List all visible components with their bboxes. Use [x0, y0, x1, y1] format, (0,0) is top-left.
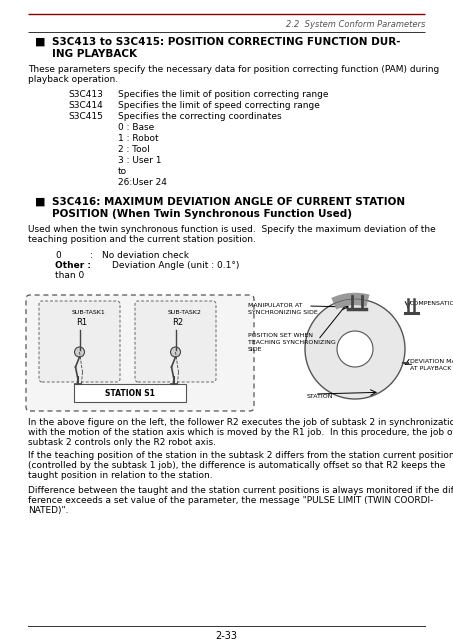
Circle shape	[170, 347, 180, 357]
Text: (controlled by the subtask 1 job), the difference is automatically offset so tha: (controlled by the subtask 1 job), the d…	[28, 461, 445, 470]
Text: These parameters specify the necessary data for position correcting function (PA: These parameters specify the necessary d…	[28, 65, 439, 74]
Text: R2: R2	[173, 318, 183, 327]
Text: Other :: Other :	[55, 261, 91, 270]
Text: In the above figure on the left, the follower R2 executes the job of subtask 2 i: In the above figure on the left, the fol…	[28, 418, 453, 427]
Text: Difference between the taught and the station current positions is always monito: Difference between the taught and the st…	[28, 486, 453, 495]
Text: 3 : User 1: 3 : User 1	[118, 156, 162, 165]
Text: SIDE: SIDE	[248, 347, 262, 352]
Text: POSITION (When Twin Synchronous Function Used): POSITION (When Twin Synchronous Function…	[52, 209, 352, 219]
Text: Used when the twin synchronous function is used.  Specify the maximum deviation : Used when the twin synchronous function …	[28, 225, 436, 234]
Text: Specifies the limit of position correcting range: Specifies the limit of position correcti…	[118, 90, 328, 99]
Text: 2-33: 2-33	[215, 631, 237, 640]
Text: 26:User 24: 26:User 24	[118, 178, 167, 187]
Text: R1: R1	[77, 318, 87, 327]
Text: COMPENSATION: COMPENSATION	[410, 301, 453, 306]
Text: than 0: than 0	[55, 271, 84, 280]
FancyBboxPatch shape	[26, 295, 254, 411]
Text: 0: 0	[55, 251, 61, 260]
Text: with the motion of the station axis which is moved by the R1 job.  In this proce: with the motion of the station axis whic…	[28, 428, 453, 437]
Text: DEVIATION MADE: DEVIATION MADE	[410, 359, 453, 364]
Text: SUB-TASK2: SUB-TASK2	[168, 310, 202, 315]
Text: 1 : Robot: 1 : Robot	[118, 134, 159, 143]
FancyBboxPatch shape	[74, 384, 186, 402]
Text: :: :	[90, 251, 93, 260]
Text: S3C413 to S3C415: POSITION CORRECTING FUNCTION DUR-: S3C413 to S3C415: POSITION CORRECTING FU…	[52, 37, 400, 47]
FancyBboxPatch shape	[39, 301, 120, 382]
Text: STATION: STATION	[307, 394, 333, 399]
Text: If the teaching position of the station in the subtask 2 differs from the statio: If the teaching position of the station …	[28, 451, 453, 460]
FancyBboxPatch shape	[135, 301, 216, 382]
Text: NATED)".: NATED)".	[28, 506, 68, 515]
Text: ference exceeds a set value of the parameter, the message "PULSE LIMIT (TWIN COO: ference exceeds a set value of the param…	[28, 496, 434, 505]
Text: S3C415: S3C415	[68, 112, 103, 121]
Text: TEACHING SYNCHRONIZING: TEACHING SYNCHRONIZING	[248, 340, 336, 345]
Text: playback operation.: playback operation.	[28, 75, 118, 84]
Text: MANIPULATOR AT: MANIPULATOR AT	[248, 303, 303, 308]
Circle shape	[337, 331, 373, 367]
Text: S3C413: S3C413	[68, 90, 103, 99]
Text: No deviation check: No deviation check	[102, 251, 189, 260]
Text: AT PLAYBACK: AT PLAYBACK	[410, 366, 451, 371]
Text: taught position in relation to the station.: taught position in relation to the stati…	[28, 471, 212, 480]
Text: ING PLAYBACK: ING PLAYBACK	[52, 49, 137, 59]
Text: subtask 2 controls only the R2 robot axis.: subtask 2 controls only the R2 robot axi…	[28, 438, 216, 447]
Text: S3C414: S3C414	[68, 101, 103, 110]
Text: SUB-TASK1: SUB-TASK1	[72, 310, 105, 315]
Circle shape	[74, 347, 85, 357]
Circle shape	[305, 299, 405, 399]
Text: S3C416: MAXIMUM DEVIATION ANGLE OF CURRENT STATION: S3C416: MAXIMUM DEVIATION ANGLE OF CURRE…	[52, 197, 405, 207]
Text: 2.2  System Conform Parameters: 2.2 System Conform Parameters	[286, 20, 425, 29]
Text: Deviation Angle (unit : 0.1°): Deviation Angle (unit : 0.1°)	[112, 261, 239, 270]
Text: SYNCHRONIZING SIDE: SYNCHRONIZING SIDE	[248, 310, 318, 315]
Text: to: to	[118, 167, 127, 176]
Text: Specifies the limit of speed correcting range: Specifies the limit of speed correcting …	[118, 101, 320, 110]
Text: Specifies the correcting coordinates: Specifies the correcting coordinates	[118, 112, 282, 121]
Text: ■: ■	[35, 197, 45, 207]
Text: STATION S1: STATION S1	[105, 388, 155, 397]
Text: ■: ■	[35, 37, 45, 47]
Text: 0 : Base: 0 : Base	[118, 123, 154, 132]
Text: 2 : Tool: 2 : Tool	[118, 145, 150, 154]
Text: teaching position and the current station position.: teaching position and the current statio…	[28, 235, 256, 244]
Text: POSITION SET WHEN: POSITION SET WHEN	[248, 333, 313, 338]
